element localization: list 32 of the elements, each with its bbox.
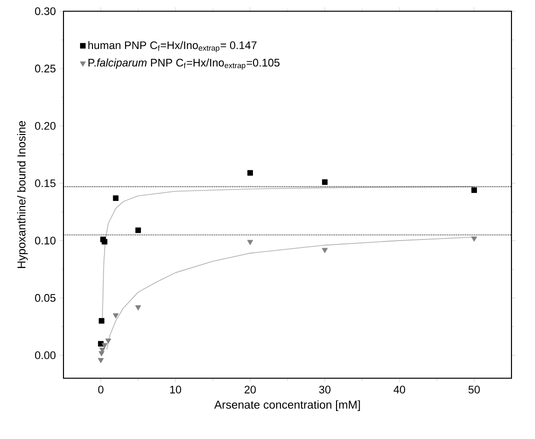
point	[98, 358, 104, 364]
x-tick-label: 40	[394, 386, 406, 394]
point	[105, 338, 112, 344]
point	[322, 248, 328, 254]
y-tick-label: 0.25	[35, 64, 56, 72]
y-tick-label: 0.15	[35, 179, 56, 188]
point	[112, 195, 119, 201]
y-tick-label: 0.05	[35, 294, 56, 302]
x-axis-title: Arsenate concentration [mM]	[214, 400, 360, 411]
point	[98, 318, 104, 324]
point	[322, 179, 328, 185]
point	[102, 343, 108, 348]
y-tick-label: 0.10	[35, 236, 56, 244]
x-tick-label: 30	[319, 386, 330, 394]
point	[471, 236, 478, 242]
point	[135, 305, 142, 310]
point	[471, 187, 477, 193]
legend-label: human PNP C$_{f}$=Hx/Ino$_{extrap}$= 0.147	[88, 41, 256, 52]
x-tick-label: 10	[170, 386, 182, 394]
y-tick-label: 0.20	[35, 122, 56, 130]
point	[102, 238, 108, 245]
point	[247, 170, 253, 176]
legend-label: P.falciparum PNP C$_{f}$=Hx/Ino$_{extrap}$=0.105	[88, 58, 280, 70]
point	[247, 240, 254, 246]
y-axis-title: Hypoxanthine/ bound Inosine	[17, 121, 28, 268]
y-tick-label: 0.30	[35, 7, 56, 16]
x-tick-label: 20	[244, 386, 256, 394]
point	[135, 227, 141, 234]
y-tick-label: 0.00	[35, 351, 56, 360]
x-tick-label: 0	[98, 386, 104, 394]
point	[112, 313, 119, 319]
x-tick-label: 50	[468, 386, 480, 394]
